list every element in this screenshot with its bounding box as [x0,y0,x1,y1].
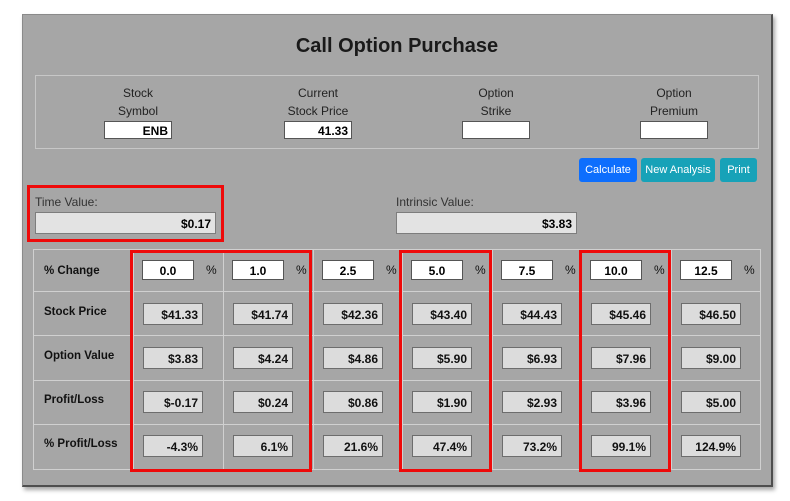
pct-profit-loss-cell: 73.2% [502,435,562,457]
row-label-profit-loss: Profit/Loss [44,394,105,406]
pct-profit-loss-cell: 124.9% [681,435,741,457]
stock-symbol-group: Stock Symbol ENB [78,84,198,139]
row-label-option-value: Option Value [44,350,115,362]
stock-price-cell: $41.74 [233,303,293,325]
row-label-stock-price: Stock Price [44,306,107,318]
time-value-label: Time Value: [35,195,98,209]
stock-price-cell: $42.36 [323,303,383,325]
col-divider [313,250,314,469]
option-strike-group: Option Strike [436,84,556,139]
profit-loss-cell: $0.86 [323,391,383,413]
stock-price-cell: $45.46 [591,303,651,325]
pct-profit-loss-cell: 99.1% [591,435,651,457]
pct-profit-loss-cell: 21.6% [323,435,383,457]
pct-change-input[interactable]: 12.5 [680,260,732,280]
stock-price-cell: $41.33 [143,303,203,325]
row-label-change: % Change [44,265,100,277]
stock-price-cell: $44.43 [502,303,562,325]
option-value-cell: $4.24 [233,347,293,369]
pct-change-input[interactable]: 5.0 [411,260,463,280]
pct-symbol: % [386,263,397,277]
pct-profit-loss-cell: 6.1% [233,435,293,457]
stock-price-label-1: Current [297,86,338,100]
calculate-button[interactable]: Calculate [579,158,637,182]
stock-price-label-2: Stock Price [287,104,349,118]
row-label-pct-profit-loss: % Profit/Loss [44,438,118,450]
option-value-cell: $9.00 [681,347,741,369]
intrinsic-value-label: Intrinsic Value: [396,195,474,209]
profit-loss-cell: $-0.17 [143,391,203,413]
profit-loss-cell: $3.96 [591,391,651,413]
pct-profit-loss-cell: -4.3% [143,435,203,457]
option-value-cell: $7.96 [591,347,651,369]
pct-change-input[interactable]: 0.0 [142,260,194,280]
profit-loss-cell: $1.90 [412,391,472,413]
option-value-cell: $4.86 [323,347,383,369]
app-window: Call Option Purchase Stock Symbol ENB Cu… [22,14,773,487]
intrinsic-value-field: $3.83 [396,212,577,234]
pct-symbol: % [654,263,665,277]
pct-change-input[interactable]: 1.0 [232,260,284,280]
row-divider [34,335,760,336]
pct-symbol: % [206,263,217,277]
col-divider [492,250,493,469]
new-analysis-button[interactable]: New Analysis [641,158,715,182]
col-divider [671,250,672,469]
row-divider [34,424,760,425]
col-divider [133,250,134,469]
option-value-cell: $6.93 [502,347,562,369]
pct-symbol: % [744,263,755,277]
option-strike-label-2: Strike [480,104,512,118]
option-value-cell: $3.83 [143,347,203,369]
col-divider [223,250,224,469]
pct-change-input[interactable]: 10.0 [590,260,642,280]
option-premium-label-1: Option [656,86,692,100]
profit-loss-cell: $0.24 [233,391,293,413]
option-premium-input[interactable] [640,121,708,139]
pct-change-input[interactable]: 7.5 [501,260,553,280]
col-divider [402,250,403,469]
option-strike-label-1: Option [478,86,514,100]
option-strike-input[interactable] [462,121,530,139]
stock-symbol-label-2: Symbol [117,104,158,118]
pct-change-input[interactable]: 2.5 [322,260,374,280]
row-divider [34,380,760,381]
option-premium-group: Option Premium [614,84,734,139]
pct-symbol: % [475,263,486,277]
projection-table: % Change Stock Price Option Value Profit… [33,249,761,470]
row-divider [34,291,760,292]
stock-symbol-input[interactable]: ENB [104,121,172,139]
print-button[interactable]: Print [720,158,757,182]
pct-symbol: % [296,263,307,277]
profit-loss-cell: $2.93 [502,391,562,413]
inputs-panel: Stock Symbol ENB Current Stock Price 41.… [35,75,759,149]
page-title: Call Option Purchase [295,35,499,57]
profit-loss-cell: $5.00 [681,391,741,413]
pct-profit-loss-cell: 47.4% [412,435,472,457]
time-value-field: $0.17 [35,212,216,234]
stock-price-cell: $43.40 [412,303,472,325]
option-value-cell: $5.90 [412,347,472,369]
stock-price-input[interactable]: 41.33 [284,121,352,139]
stock-price-cell: $46.50 [681,303,741,325]
col-divider [581,250,582,469]
stock-symbol-label-1: Stock [122,86,153,100]
pct-symbol: % [565,263,576,277]
option-premium-label-2: Premium [649,104,698,118]
stock-price-group: Current Stock Price 41.33 [258,84,378,139]
